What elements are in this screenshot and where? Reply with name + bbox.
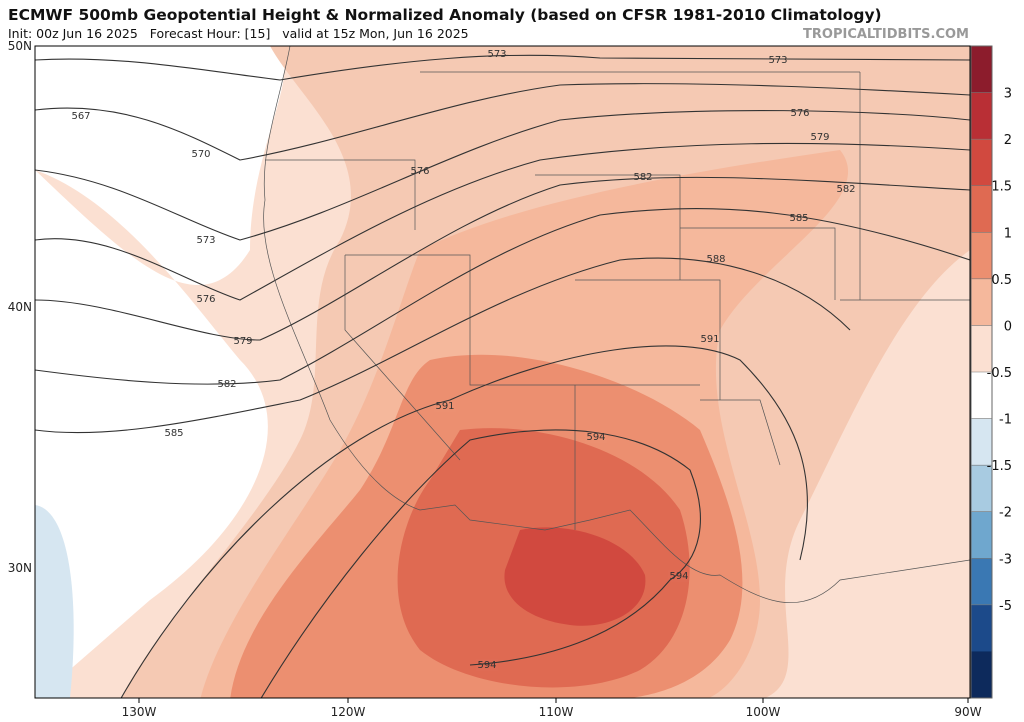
contour-label: 579	[810, 132, 829, 143]
colorbar-label: -1	[999, 413, 1012, 428]
colorbar-segment	[971, 604, 992, 652]
lon-label: 90W	[954, 705, 981, 718]
credit: TROPICALTIDBITS.COM	[803, 27, 969, 42]
contour-label: 570	[191, 149, 210, 160]
colorbar-segment	[971, 139, 992, 187]
anomaly-fill	[35, 46, 970, 698]
contour-label: 585	[789, 213, 808, 224]
subtitle: Init: 00z Jun 16 2025 Forecast Hour: [15…	[8, 26, 469, 41]
lat-label: 50N	[8, 39, 32, 53]
contour-label: 594	[669, 571, 688, 582]
colorbar-segment	[971, 278, 992, 326]
colorbar-segment	[971, 558, 992, 606]
title: ECMWF 500mb Geopotential Height & Normal…	[8, 6, 882, 24]
colorbar-segment	[971, 465, 992, 513]
contour-label: 594	[477, 660, 496, 671]
contour-label: 579	[233, 336, 252, 347]
contour-label: 585	[164, 428, 183, 439]
colorbar-segment	[971, 651, 992, 699]
colorbar-segment	[971, 185, 992, 233]
colorbar-label: 1	[1004, 226, 1012, 241]
colorbar-segment	[971, 511, 992, 559]
lat-label: 40N	[8, 300, 32, 314]
colorbar-label: 1.5	[991, 180, 1012, 195]
contour-label: 576	[790, 108, 809, 119]
colorbar-label: 2	[1004, 133, 1012, 148]
contour-label: 582	[836, 184, 855, 195]
lat-label: 30N	[8, 561, 32, 575]
map: 5735735675705765795765825825735855885765…	[8, 39, 982, 719]
contour-labels: 573 573 567 570 576 579 576 582 582 573 585 588 576 5…	[71, 49, 855, 671]
lon-label: 130W	[122, 705, 157, 718]
colorbar-segment	[971, 232, 992, 280]
colorbar-label: 0.5	[991, 273, 1012, 288]
axis-labels: 50N 40N 30N 130W 120W 110W 100W 90W	[8, 39, 982, 719]
contour-label: 573	[487, 49, 506, 60]
contour-label: 573	[196, 235, 215, 246]
contour-label: 573	[768, 55, 787, 66]
contour-label: 582	[633, 172, 652, 183]
contour-label: 567	[71, 111, 90, 122]
colorbar-label: -2	[999, 506, 1012, 521]
contour-label: 588	[706, 254, 725, 265]
colorbar-label: -0.5	[987, 366, 1012, 381]
contour-label: 594	[586, 432, 605, 443]
contour-label: 576	[410, 166, 429, 177]
colorbar-segment	[971, 372, 992, 420]
contour-label: 591	[700, 334, 719, 345]
map-frame	[34, 45, 971, 699]
lon-label: 110W	[539, 705, 574, 718]
colorbar-label: -3	[999, 552, 1012, 567]
colorbar-segment	[971, 46, 992, 94]
colorbar-label: -5	[999, 599, 1012, 614]
contour-label: 582	[217, 379, 236, 390]
colorbar-label: 3	[1004, 87, 1012, 102]
colorbar-label: 0	[1004, 319, 1012, 334]
colorbar-segment	[971, 92, 992, 140]
colorbar-label: -1.5	[987, 459, 1012, 474]
colorbar-segment	[971, 418, 992, 466]
contour-label: 591	[435, 401, 454, 412]
colorbar-segment	[971, 325, 992, 373]
lon-label: 120W	[331, 705, 366, 718]
borders	[263, 46, 970, 604]
contour-label: 576	[196, 294, 215, 305]
contours	[35, 54, 970, 698]
lon-label: 100W	[746, 705, 781, 718]
colorbar: 3 2 1.5 1 0.5 0 -0.5 -1 -1.5 -2 -3 -5	[970, 45, 1012, 699]
